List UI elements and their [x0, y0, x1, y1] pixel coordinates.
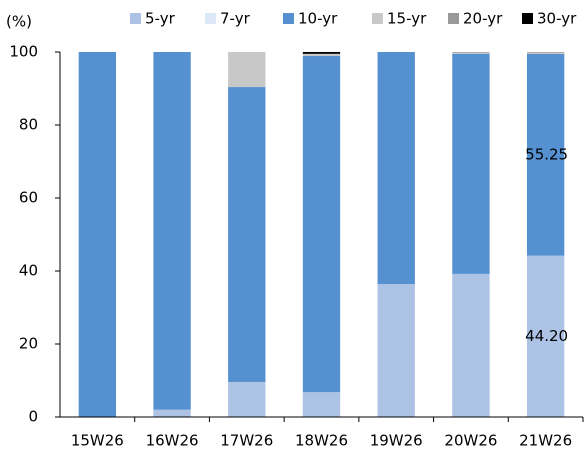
bar-segment [302, 56, 341, 393]
legend-swatch [372, 13, 383, 24]
legend-swatch [205, 13, 216, 24]
x-tick-label: 21W26 [519, 432, 572, 450]
y-tick-label: 100 [9, 43, 38, 61]
x-tick-label: 15W26 [71, 432, 124, 450]
x-tick-label: 18W26 [295, 432, 348, 450]
bar-segment [526, 255, 565, 417]
data-label: 44.20 [525, 327, 568, 345]
x-tick-label: 19W26 [370, 432, 423, 450]
bar-segment [302, 53, 341, 57]
y-tick-label: 60 [19, 189, 38, 207]
bar-segment [452, 52, 490, 53]
legend-label: 15-yr [387, 10, 427, 28]
data-label: 55.25 [525, 145, 568, 163]
x-tick-label: 20W26 [444, 432, 497, 450]
x-tick-label: 17W26 [220, 432, 273, 450]
legend-swatch [522, 13, 533, 24]
y-tick-label: 80 [19, 116, 38, 134]
legend-swatch [130, 13, 141, 24]
bar-segment [78, 52, 117, 417]
legend-label: 30-yr [537, 10, 577, 28]
bar-segment [452, 52, 490, 54]
x-tick-label: 16W26 [146, 432, 199, 450]
bar-segment [377, 52, 415, 285]
legend-label: 20-yr [463, 10, 503, 28]
legend-swatch [448, 13, 459, 24]
bar-segment [452, 273, 490, 417]
bar-segment [302, 52, 341, 54]
legend-label: 7-yr [220, 10, 251, 28]
y-axis-label: (%) [6, 13, 32, 31]
bar-segment [452, 53, 490, 274]
bar-segment [228, 87, 266, 382]
bar-segment [228, 52, 266, 88]
y-tick-label: 40 [19, 262, 38, 280]
bar-segment [228, 381, 266, 417]
bar-segment [526, 52, 565, 55]
bar-segment [377, 284, 415, 417]
bar-segment [526, 54, 565, 256]
bar-segment [153, 52, 191, 410]
y-tick-label: 20 [19, 335, 38, 353]
legend-swatch [283, 13, 294, 24]
bar-segment [153, 409, 191, 417]
legend-label: 5-yr [145, 10, 176, 28]
bar-segment [526, 52, 565, 53]
y-tick-label: 0 [28, 408, 38, 426]
legend-label: 10-yr [298, 10, 338, 28]
bar-segment [302, 392, 341, 417]
